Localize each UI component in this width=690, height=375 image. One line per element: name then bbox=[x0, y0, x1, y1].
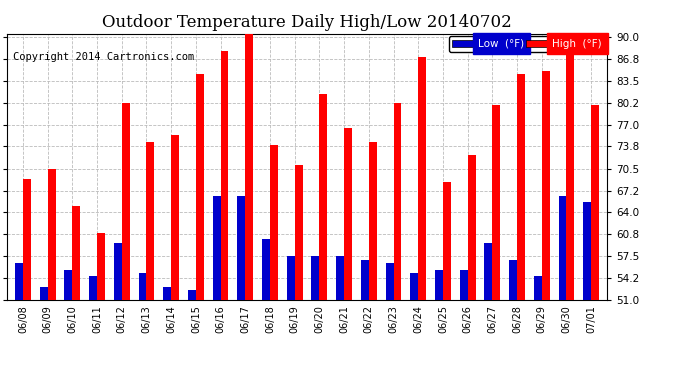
Bar bbox=[336, 256, 344, 300]
Bar bbox=[583, 202, 591, 300]
Title: Outdoor Temperature Daily High/Low 20140702: Outdoor Temperature Daily High/Low 20140… bbox=[102, 14, 512, 31]
Bar bbox=[319, 94, 327, 300]
Bar bbox=[295, 165, 303, 300]
Bar bbox=[460, 270, 468, 300]
Bar bbox=[48, 168, 56, 300]
Bar bbox=[493, 105, 500, 300]
Bar bbox=[558, 195, 566, 300]
Bar bbox=[139, 273, 146, 300]
Bar bbox=[386, 263, 393, 300]
Bar bbox=[591, 105, 599, 300]
Bar bbox=[213, 195, 221, 300]
Bar bbox=[196, 74, 204, 300]
Bar bbox=[40, 286, 48, 300]
Bar bbox=[418, 57, 426, 300]
Bar bbox=[221, 51, 228, 300]
Bar bbox=[262, 239, 270, 300]
Bar bbox=[344, 128, 352, 300]
Bar bbox=[287, 256, 295, 300]
Bar bbox=[270, 145, 278, 300]
Bar bbox=[311, 256, 319, 300]
Bar bbox=[171, 135, 179, 300]
Bar bbox=[188, 290, 196, 300]
Bar bbox=[23, 178, 31, 300]
Bar bbox=[245, 34, 253, 300]
Bar bbox=[89, 276, 97, 300]
Bar bbox=[484, 243, 493, 300]
Bar bbox=[121, 103, 130, 300]
Bar bbox=[468, 155, 475, 300]
Bar bbox=[566, 47, 574, 300]
Bar bbox=[15, 263, 23, 300]
Bar bbox=[393, 103, 402, 300]
Bar bbox=[411, 273, 418, 300]
Bar bbox=[542, 71, 550, 300]
Bar bbox=[64, 270, 72, 300]
Bar bbox=[534, 276, 542, 300]
Bar bbox=[114, 243, 121, 300]
Bar bbox=[435, 270, 443, 300]
Bar bbox=[237, 195, 245, 300]
Bar bbox=[97, 232, 105, 300]
Bar bbox=[164, 286, 171, 300]
Legend: Low  (°F), High  (°F): Low (°F), High (°F) bbox=[449, 36, 605, 52]
Text: Copyright 2014 Cartronics.com: Copyright 2014 Cartronics.com bbox=[13, 53, 194, 62]
Bar bbox=[517, 74, 525, 300]
Bar bbox=[443, 182, 451, 300]
Bar bbox=[361, 260, 369, 300]
Bar bbox=[146, 142, 155, 300]
Bar bbox=[509, 260, 517, 300]
Bar bbox=[369, 142, 377, 300]
Bar bbox=[72, 206, 80, 300]
